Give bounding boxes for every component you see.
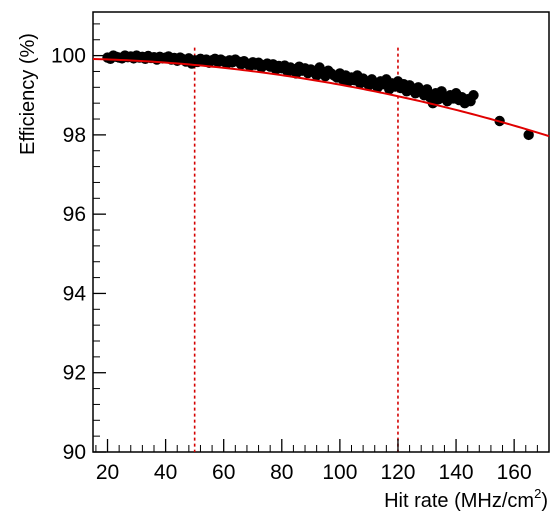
x-axis-label: Hit rate (MHz/cm2) — [384, 486, 548, 512]
x-tick-label: 40 — [154, 461, 177, 484]
y-tick-label: 94 — [63, 282, 87, 305]
y-tick-label: 100 — [51, 45, 86, 68]
y-tick-label: 96 — [63, 203, 86, 226]
y-axis-label: Efficiency (%) — [17, 33, 39, 155]
y-tick-label: 92 — [63, 362, 86, 385]
data-point — [468, 90, 479, 101]
plot-frame — [92, 11, 550, 453]
x-tick-label: 80 — [270, 461, 293, 484]
x-axis-label-close: ) — [541, 490, 548, 512]
y-tick-label: 98 — [63, 124, 86, 147]
data-point — [421, 84, 433, 95]
x-axis-label-text: Hit rate (MHz/cm — [384, 490, 534, 512]
x-tick-label: 20 — [96, 461, 119, 484]
x-tick-label: 160 — [497, 461, 532, 484]
y-tick-label: 90 — [63, 441, 86, 464]
data-point — [523, 129, 534, 141]
y-axis-title: Efficiency (%) — [17, 33, 39, 155]
x-tick-label: 120 — [380, 461, 415, 484]
x-tick-label: 100 — [322, 461, 357, 484]
x-tick-label: 140 — [439, 461, 474, 484]
x-axis-label-superscript: 2 — [534, 486, 541, 501]
x-tick-label: 60 — [212, 461, 235, 484]
fit-curve — [92, 57, 550, 138]
plot-layer: 20 40 60 80 100 120 140 160 90 92 94 96 98 100 — [51, 11, 550, 484]
